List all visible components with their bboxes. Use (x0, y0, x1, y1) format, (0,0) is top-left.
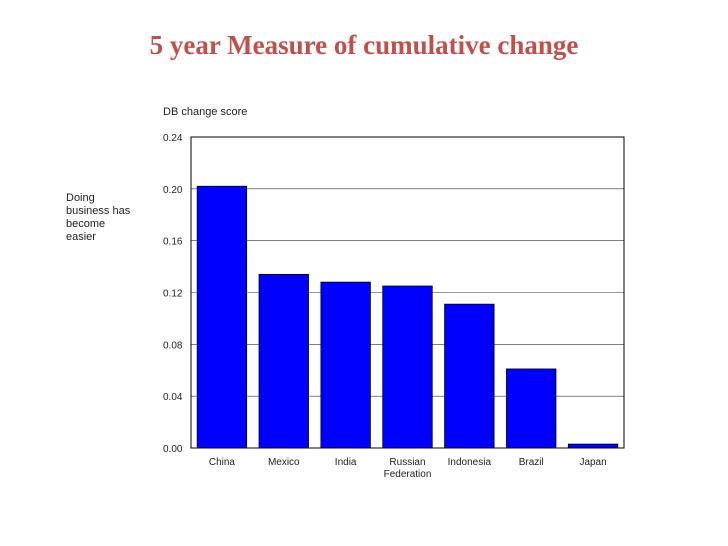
x-category-label: Brazil (519, 457, 544, 468)
y-axis-side-note: Doing business has become easier (66, 192, 156, 244)
x-category-label: Mexico (268, 457, 300, 468)
y-tick-label: 0.00 (163, 444, 183, 455)
y-tick-label: 0.20 (163, 185, 183, 196)
bar (320, 281, 371, 449)
y-tick-label: 0.24 (163, 133, 183, 144)
bar (444, 303, 495, 449)
y-tick-label: 0.16 (163, 237, 183, 248)
bar (258, 273, 309, 449)
x-category-label: China (209, 457, 236, 468)
side-note-line: business has (66, 205, 131, 217)
y-axis-title: DB change score (163, 106, 247, 118)
x-category-label: Russian (389, 457, 425, 468)
plot-frame (190, 136, 625, 449)
x-category-label: Indonesia (448, 457, 492, 468)
bar (567, 443, 619, 449)
side-note-line: become (66, 218, 106, 230)
bar (196, 185, 248, 449)
side-note-line: easier (66, 231, 96, 243)
x-category-label: Japan (579, 457, 606, 468)
y-tick-label: 0.08 (163, 340, 183, 351)
x-category-label: Federation (384, 469, 432, 480)
slide-title: 5 year Measure of cumulative change (149, 30, 579, 60)
x-category-label: India (335, 457, 357, 468)
y-tick-label: 0.12 (163, 289, 183, 300)
bar (506, 368, 557, 449)
y-tick-label: 0.04 (163, 392, 183, 403)
y-tick-labels: 0.00 0.04 0.08 0.12 0.16 0.20 0.24 (163, 133, 183, 455)
bars (196, 185, 619, 449)
side-note-line: Doing (66, 192, 95, 204)
bar (382, 285, 433, 449)
